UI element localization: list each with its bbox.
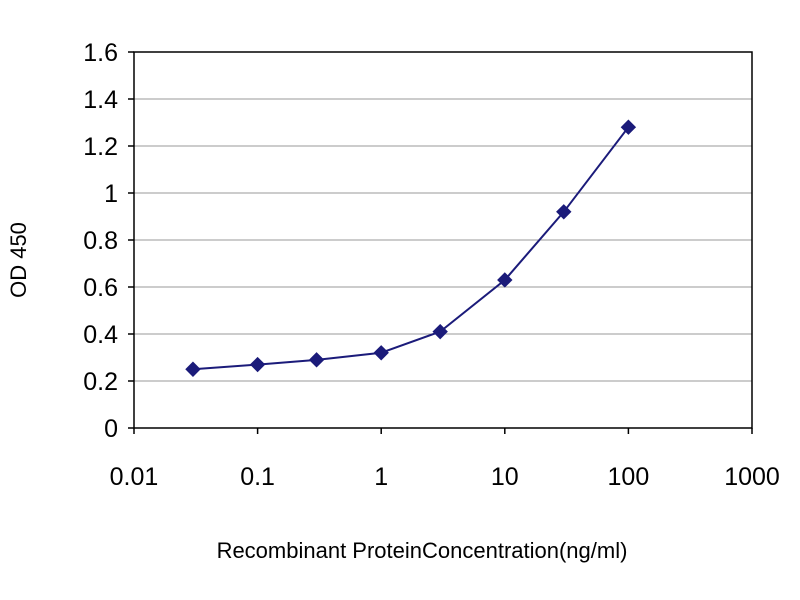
gridlines [134,98,752,382]
x-tick-label: 0.1 [240,463,275,491]
data-point-marker [249,356,266,373]
y-tick-label: 0.8 [83,227,118,255]
y-tick-label: 1.2 [83,133,118,161]
data-point-marker [556,204,572,220]
data-point-marker [432,323,448,340]
x-tick-label: 100 [608,463,650,491]
data-point-marker [497,272,513,288]
series-line [192,126,630,371]
y-axis-title: OD 450 [6,222,31,298]
x-axis-ticks: 0.01 0.1 1 10 100 1000 [110,428,780,491]
x-tick-label: 1000 [724,463,780,491]
x-tick-label: 1 [374,463,388,491]
data-point-marker [620,119,637,135]
y-tick-label: 1.6 [83,39,118,67]
data-point-marker [373,345,389,361]
data-point-marker [308,352,325,368]
y-axis-ticks: 0 0.2 0.4 0.6 0.8 1 1.2 1.4 1.6 [83,39,134,443]
x-axis-title: Recombinant ProteinConcentration(ng/ml) [217,538,628,563]
y-tick-label: 1 [104,180,118,208]
y-tick-label: 0.6 [83,274,118,302]
y-tick-label: 0.4 [83,321,118,349]
data-point-marker [185,361,201,377]
data-series [185,119,637,377]
y-tick-label: 1.4 [83,86,118,114]
x-tick-label: 10 [491,463,519,491]
x-tick-label: 0.01 [110,463,159,491]
y-tick-label: 0.2 [83,368,118,396]
y-tick-label: 0 [104,415,118,443]
